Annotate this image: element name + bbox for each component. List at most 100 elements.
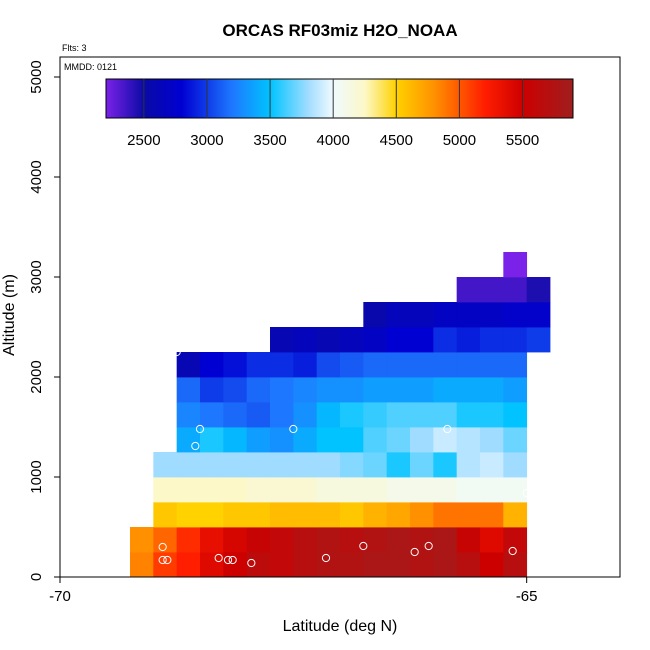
heatmap-cell xyxy=(410,352,434,378)
heatmap-cell xyxy=(410,402,434,428)
heatmap-cell xyxy=(200,377,224,403)
heatmap-cell xyxy=(223,402,248,428)
heatmap-cell xyxy=(503,427,528,453)
heatmap-cell xyxy=(386,477,411,503)
observation-point xyxy=(550,249,559,259)
heatmap-cell xyxy=(410,302,434,328)
heatmap-cell xyxy=(456,477,481,503)
observation-point xyxy=(443,424,452,434)
heatmap-cell xyxy=(386,327,411,353)
observation-point xyxy=(223,555,233,565)
heatmap-cell xyxy=(293,452,318,478)
heatmap-cell xyxy=(176,502,201,528)
heatmap-cell xyxy=(153,502,178,528)
heatmap-cell xyxy=(386,527,411,553)
colorbar-tick-label: 2500 xyxy=(127,132,160,149)
heatmap-cell xyxy=(270,377,294,403)
heatmap-cell xyxy=(503,377,528,403)
heatmap-cell xyxy=(270,527,294,553)
heatmap-cell xyxy=(456,402,481,428)
heatmap-cell xyxy=(433,352,458,378)
heatmap-cell xyxy=(270,352,294,378)
heatmap-cell xyxy=(246,427,271,453)
colorbar-tick-label: 5500 xyxy=(506,132,539,149)
heatmap-cell xyxy=(316,377,341,403)
x-axis-label: Latitude (deg N) xyxy=(283,618,398,635)
heatmap-cell xyxy=(153,452,178,478)
heatmap-cell xyxy=(340,352,364,378)
plot-frame xyxy=(59,56,621,578)
heatmap-cell xyxy=(386,352,411,378)
heatmap-cell xyxy=(480,452,504,478)
heatmap-cell xyxy=(223,352,248,378)
heatmap-cell xyxy=(363,527,388,553)
heatmap-cell xyxy=(456,527,481,553)
heatmap-cell xyxy=(176,477,201,503)
heatmap-cell xyxy=(293,527,318,553)
heatmap-cell xyxy=(153,552,178,578)
heatmap-cell xyxy=(363,552,388,578)
heatmap-cell xyxy=(456,377,481,403)
heatmap-cell xyxy=(480,302,504,328)
heatmap-cell xyxy=(316,527,341,553)
heatmap-cell xyxy=(410,477,434,503)
heatmap-cell xyxy=(433,377,458,403)
y-tick-label: 1000 xyxy=(28,460,45,493)
heatmap-cell xyxy=(246,452,271,478)
heatmap-cell xyxy=(176,527,201,553)
heatmap-cell xyxy=(176,352,201,378)
heatmap-cell xyxy=(200,452,224,478)
heatmap-cell xyxy=(456,452,481,478)
colorbar-tick-label: 3500 xyxy=(253,132,286,149)
observation-point xyxy=(158,555,167,565)
heatmap-cell xyxy=(340,527,364,553)
heatmap-cell xyxy=(480,327,504,353)
heatmap-cell xyxy=(270,477,294,503)
heatmap-cell xyxy=(316,402,341,428)
y-tick-label: 3000 xyxy=(28,260,45,293)
heatmap-cell xyxy=(456,552,481,578)
heatmap-cell xyxy=(316,452,341,478)
y-tick-label: 0 xyxy=(28,573,45,581)
heatmap-cell xyxy=(293,502,318,528)
heatmap-cell xyxy=(456,327,481,353)
observation-point xyxy=(163,555,172,565)
heatmap-cell xyxy=(293,552,318,578)
heatmap-cell xyxy=(200,552,224,578)
heatmap-cell xyxy=(293,352,318,378)
heatmap-cell xyxy=(433,527,458,553)
heatmap-cell xyxy=(293,327,318,353)
heatmap-cell xyxy=(410,502,434,528)
heatmap-cell xyxy=(270,402,294,428)
observation-point xyxy=(191,441,200,451)
heatmap-cell xyxy=(293,477,318,503)
observation-point xyxy=(410,547,419,557)
heatmap-cell xyxy=(293,427,318,453)
heatmap-cell xyxy=(456,502,481,528)
heatmap-cell xyxy=(480,277,504,303)
heatmap-cell xyxy=(386,302,411,328)
heatmap-cell xyxy=(316,427,341,453)
heatmap-cell xyxy=(293,402,318,428)
y-tick-label: 4000 xyxy=(28,160,45,193)
heatmap-cell xyxy=(363,327,388,353)
heatmap-cell xyxy=(316,352,341,378)
heatmap-cell xyxy=(223,427,248,453)
heatmap-cell xyxy=(200,502,224,528)
heatmap-cell xyxy=(480,477,504,503)
heatmap-cell xyxy=(340,427,364,453)
heatmap-cell xyxy=(363,302,388,328)
observation-point xyxy=(522,488,531,498)
heatmap-cell xyxy=(456,352,481,378)
heatmap-cell xyxy=(246,502,271,528)
heatmap-cell xyxy=(480,427,504,453)
heatmap-cell xyxy=(410,452,434,478)
heatmap-cell xyxy=(363,427,388,453)
heatmap-cell xyxy=(503,502,528,528)
heatmap-cell xyxy=(316,502,341,528)
heatmap-cell xyxy=(340,502,364,528)
heatmap-cell xyxy=(223,502,248,528)
heatmap-cell xyxy=(433,477,458,503)
heatmap-cell xyxy=(410,427,434,453)
